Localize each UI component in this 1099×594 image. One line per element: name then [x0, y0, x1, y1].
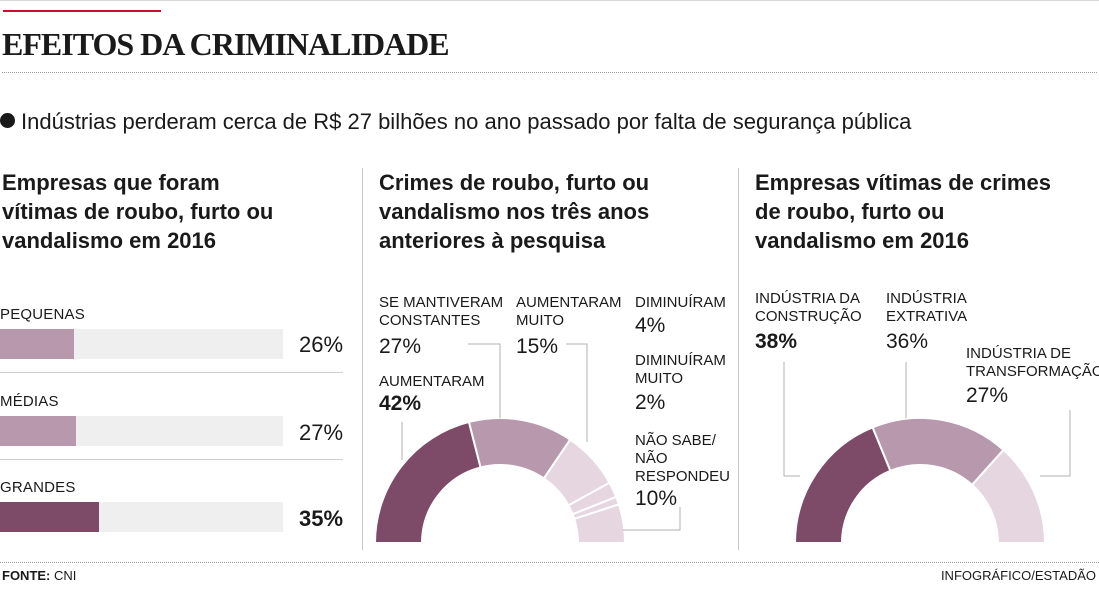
slice-label: INDÚSTRIA DA CONSTRUÇÃO [755, 290, 862, 326]
slice-value: 42% [379, 392, 422, 415]
source-label: FONTE: [2, 568, 51, 583]
top-rule [0, 0, 1099, 1]
slice-label-line: DIMINUÍRAM [635, 294, 726, 311]
trend-donut [373, 417, 627, 544]
slice-label: SE MANTIVERAM CONSTANTES [379, 294, 503, 330]
bar-value-label: 35% [299, 506, 344, 531]
bar [0, 502, 100, 532]
slice-label-line: MUITO [635, 370, 684, 387]
sector-chart-title: Empresas vítimas de crimes de roubo, fur… [755, 168, 1051, 255]
leader-line [468, 343, 501, 418]
bar-chart-title: Empresas que foram vítimas de roubo, fur… [2, 168, 273, 255]
slice-value: 38% [755, 330, 798, 353]
slice-label-line: EXTRATIVA [886, 308, 968, 325]
column-divider [738, 168, 739, 550]
slice-value: 15% [516, 335, 559, 358]
trend-chart-title-line: Crimes de roubo, furto ou [379, 170, 650, 195]
slice-label-line: SE MANTIVERAM [379, 294, 504, 311]
sector-chart-title-line: vandalismo em 2016 [755, 228, 970, 253]
slice-value: 4% [635, 314, 666, 337]
slice-label: INDÚSTRIA DE TRANSFORMAÇÃO [966, 345, 1099, 381]
slice-label-line: NÃO [635, 450, 668, 467]
leader-line [783, 362, 800, 477]
subtitle: Indústrias perderam cerca de R$ 27 bilhõ… [0, 109, 911, 135]
slice-value: 10% [635, 487, 678, 510]
slice-label: DIMINUÍRAM MUITO [635, 352, 726, 388]
bar-category-label: GRANDES [0, 479, 76, 496]
slice-label-line: AUMENTARAM [516, 294, 622, 311]
bar-separator [0, 372, 343, 373]
slice-label-line: CONSTRUÇÃO [755, 308, 862, 325]
sector-chart-title-line: de roubo, furto ou [755, 199, 945, 224]
leader-lines [401, 343, 1071, 531]
bullet-icon [0, 113, 15, 128]
bar-chart-title-line: vandalismo em 2016 [2, 228, 217, 253]
subtitle-text: Indústrias perderam cerca de R$ 27 bilhõ… [21, 109, 912, 134]
slice-label-line: INDÚSTRIA DE [966, 345, 1072, 362]
slice-label-line: DIMINUÍRAM [635, 352, 726, 369]
slice-label: INDÚSTRIA EXTRATIVA [886, 290, 967, 326]
source-text: CNI [54, 568, 77, 583]
slice-label: AUMENTARAM MUITO [516, 294, 622, 330]
donut-slice [793, 426, 892, 544]
credit: INFOGRÁFICO/ESTADÃO [940, 568, 1096, 583]
page-title: EFEITOS DA CRIMINALIDADE [2, 26, 450, 62]
slice-label-line: NÃO SABE/ [635, 432, 716, 449]
bar-track [0, 329, 283, 359]
bar-separator [0, 459, 343, 460]
sector-chart-title-line: Empresas vítimas de crimes [755, 170, 1051, 195]
bar-category-label: PEQUENAS [0, 306, 85, 323]
trend-chart-title: Crimes de roubo, furto ou vandalismo nos… [379, 168, 649, 255]
accent-rule [3, 10, 161, 12]
source-note: FONTE: CNI [2, 568, 76, 583]
column-divider [362, 168, 363, 550]
trend-chart-title-line: vandalismo nos três anos [379, 199, 650, 224]
slice-label: AUMENTARAM [379, 373, 485, 391]
trend-chart-title-line: anteriores à pesquisa [379, 228, 606, 253]
bar-value-label: 27% [299, 420, 344, 445]
donut-slice [970, 448, 1047, 544]
title-divider [2, 72, 1097, 73]
slice-label: NÃO SABE/ NÃO RESPONDEU [635, 432, 730, 486]
slice-label-line: AUMENTARAM [379, 373, 485, 390]
leader-line [566, 343, 588, 442]
leader-line [623, 507, 681, 531]
slice-label: DIMINUÍRAM [635, 294, 726, 312]
bar-category-label: MÉDIAS [0, 393, 59, 410]
bar-track [0, 416, 283, 446]
donut-slice [572, 503, 627, 544]
bar-value-label: 26% [299, 332, 344, 357]
slice-label-line: INDÚSTRIA [886, 290, 967, 307]
bar-chart-title-line: Empresas que foram [2, 170, 220, 195]
bar [0, 329, 74, 359]
slice-label-line: INDÚSTRIA DA [755, 290, 861, 307]
slice-label-line: RESPONDEU [635, 468, 731, 485]
slice-label-line: MUITO [516, 312, 565, 329]
sector-donut [793, 417, 1047, 544]
donut-slice [373, 420, 482, 544]
slice-value: 27% [379, 335, 422, 358]
slice-value: 36% [886, 330, 929, 353]
slice-value: 2% [635, 391, 666, 414]
slice-label-line: TRANSFORMAÇÃO [966, 363, 1099, 380]
bar [0, 416, 77, 446]
slice-label-line: CONSTANTES [379, 312, 481, 329]
bar-track [0, 502, 283, 532]
footer-divider [0, 562, 1099, 563]
bar-chart-title-line: vítimas de roubo, furto ou [2, 199, 274, 224]
leader-line [1040, 410, 1071, 477]
slice-value: 27% [966, 384, 1009, 407]
